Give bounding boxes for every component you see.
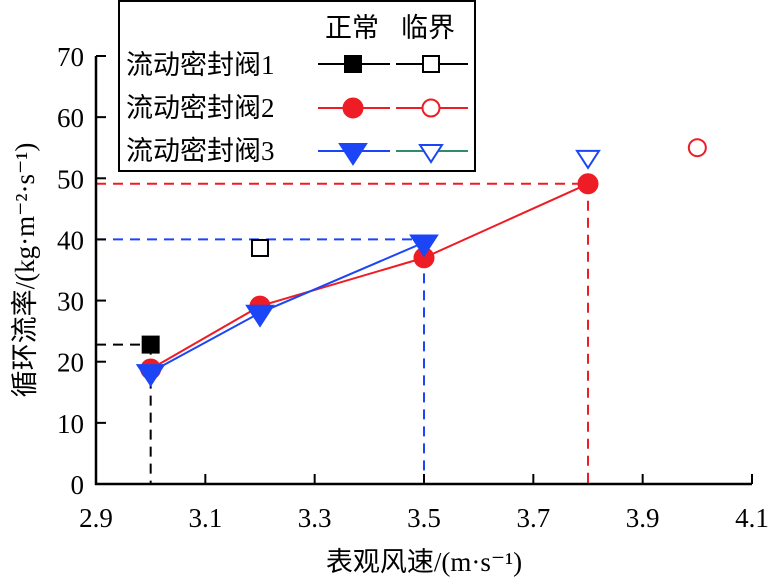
y-tick-label: 40 bbox=[57, 225, 84, 255]
data-point-normal-2 bbox=[577, 173, 599, 195]
legend-marker-critical-3 bbox=[418, 144, 444, 164]
legend-label-1: 流动密封阀1 bbox=[126, 50, 275, 80]
x-tick-label: 3.3 bbox=[298, 503, 332, 533]
x-tick-label: 3.5 bbox=[407, 503, 441, 533]
guide-lines bbox=[96, 182, 589, 484]
y-axis-label: 循环流率/(kg·m⁻²·s⁻¹) bbox=[10, 143, 40, 398]
data-point-normal-3 bbox=[135, 364, 166, 387]
y-tick-label: 20 bbox=[57, 348, 84, 378]
data-point-normal-1 bbox=[141, 335, 160, 354]
legend: 正常 临界 流动密封阀1 流动密封阀2 流动密封阀3 bbox=[118, 0, 476, 172]
x-tick-label: 4.1 bbox=[735, 503, 769, 533]
data-point-normal-3 bbox=[245, 304, 275, 328]
legend-header-normal: 正常 bbox=[325, 13, 379, 43]
y-tick-label: 50 bbox=[57, 164, 84, 194]
y-tick-label: 30 bbox=[57, 287, 84, 317]
legend-marker-critical-2 bbox=[421, 98, 441, 118]
data-point-critical-3 bbox=[575, 149, 601, 170]
legend-label-3: 流动密封阀3 bbox=[126, 136, 275, 166]
y-tick-label: 70 bbox=[57, 42, 84, 72]
legend-box bbox=[118, 0, 476, 172]
x-tick-label: 2.9 bbox=[79, 503, 113, 533]
legend-marker-critical-1 bbox=[422, 55, 440, 73]
legend-marker-normal-2 bbox=[342, 97, 364, 119]
series-line-3 bbox=[150, 241, 425, 373]
legend-marker-normal-3 bbox=[338, 143, 368, 166]
x-tick-label: 3.1 bbox=[188, 503, 222, 533]
y-tick-label: 0 bbox=[71, 470, 85, 500]
legend-header-critical: 临界 bbox=[401, 13, 455, 43]
y-tick-label: 10 bbox=[57, 409, 84, 439]
data-point-critical-1 bbox=[251, 238, 269, 257]
x-tick-label: 3.7 bbox=[516, 503, 550, 533]
y-tick-label: 60 bbox=[57, 103, 84, 133]
axes: 0 10 20 30 40 50 60 70 2.9 3.1 3.3 3.5 3.7 3.9 4.1 bbox=[57, 42, 769, 533]
x-axis-label: 表观风速/(m·s⁻¹) bbox=[326, 547, 522, 577]
data-point-critical-2 bbox=[687, 138, 707, 158]
x-tick-label: 3.9 bbox=[626, 503, 660, 533]
legend-marker-normal-1 bbox=[344, 55, 362, 73]
series-line-2 bbox=[150, 182, 589, 370]
legend-label-2: 流动密封阀2 bbox=[126, 93, 275, 123]
series-layer bbox=[135, 138, 707, 387]
data-point-normal-3 bbox=[409, 234, 439, 258]
